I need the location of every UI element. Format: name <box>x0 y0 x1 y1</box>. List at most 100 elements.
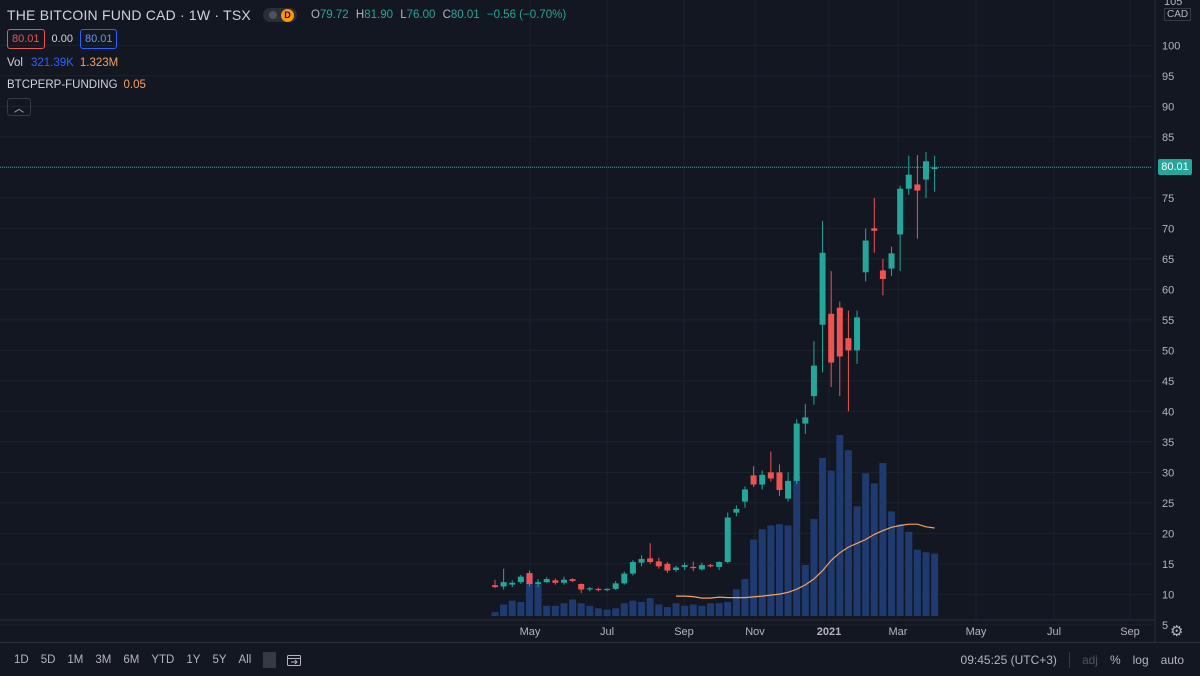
candle-body <box>923 161 929 180</box>
currency-label[interactable]: CAD <box>1164 8 1192 21</box>
adjust-toggle[interactable]: adj <box>1081 652 1098 667</box>
candle-body <box>931 167 938 170</box>
collapse-legend-button[interactable]: ︿ <box>7 98 31 116</box>
volume-bars <box>491 434 939 616</box>
volume-bar <box>672 603 680 616</box>
candle-body <box>647 558 654 563</box>
price-tick-label: 70 <box>1162 223 1174 235</box>
range-6m-button[interactable]: 6M <box>123 653 140 666</box>
ohlc-high-key: H <box>355 9 365 21</box>
volume-bar <box>655 604 663 616</box>
volume-bar <box>577 603 585 616</box>
candle-body <box>578 583 585 590</box>
volume-legend-row[interactable]: Vol 321.39K 1.323M <box>7 52 570 74</box>
last-price-label: 80.01 <box>1158 159 1192 176</box>
price-chart[interactable]: 5101520253035404550556065707580859095100… <box>0 0 1200 642</box>
price-tick-label: 75 <box>1162 193 1174 205</box>
candle-body <box>905 174 912 189</box>
volume-bar <box>724 601 732 616</box>
ask-price-box[interactable]: 80.01 <box>79 29 118 49</box>
range-5d-button[interactable]: 5D <box>40 653 56 666</box>
funding-legend-row[interactable]: BTCPERP-FUNDING 0.05 <box>7 74 570 96</box>
symbol-title[interactable]: THE BITCOIN FUND CAD · 1W · TSX <box>7 7 251 23</box>
candle-body <box>586 588 593 590</box>
price-tick-label: 15 <box>1162 559 1174 571</box>
volume-bar <box>594 608 602 616</box>
funding-label: BTCPERP-FUNDING <box>7 79 118 91</box>
ohlc-low-value: 76.00 <box>406 9 436 21</box>
time-axis[interactable]: May Jul Sep Nov 2021 Mar May Jul Sep <box>0 619 1155 638</box>
candle-body <box>664 563 671 571</box>
price-tick-label: 5 <box>1162 620 1168 632</box>
candle-body <box>560 579 567 583</box>
volume-bar <box>707 603 714 616</box>
volume-bar <box>913 549 921 616</box>
volume-bar <box>551 605 559 616</box>
price-tick-label: 40 <box>1162 406 1174 418</box>
spread-value: 0.00 <box>51 33 73 45</box>
symbol-row: THE BITCOIN FUND CAD · 1W · TSX D O79.72… <box>7 4 570 26</box>
price-tick-label: 100 <box>1162 40 1180 52</box>
candle-body <box>543 579 550 583</box>
log-scale-toggle[interactable]: log <box>1132 652 1149 667</box>
chart-legend: THE BITCOIN FUND CAD · 1W · TSX D O79.72… <box>7 4 570 118</box>
volume-bar <box>853 506 861 616</box>
candle-body <box>871 228 878 231</box>
price-axis[interactable]: 5101520253035404550556065707580859095100… <box>1154 0 1182 642</box>
volume-bar <box>603 609 611 616</box>
settings-gear-icon[interactable]: ⚙ <box>1170 623 1184 640</box>
symbol-status-pill[interactable]: D <box>262 8 297 22</box>
candle-body <box>733 508 740 513</box>
time-tick-label: Sep <box>1120 626 1140 638</box>
volume-bar <box>525 575 533 616</box>
candle-body <box>621 573 628 584</box>
bid-price-box[interactable]: 80.01 <box>7 29 45 49</box>
volume-bar <box>646 598 654 616</box>
bid-ask-row: 80.01 0.00 80.01 <box>7 26 570 52</box>
volume-bar <box>767 525 775 616</box>
volume-bar <box>612 608 620 616</box>
price-tick-label: 55 <box>1162 315 1174 327</box>
go-to-date-icon[interactable] <box>286 653 302 667</box>
candle-body <box>655 561 662 567</box>
volume-bar <box>543 605 551 616</box>
candle-body <box>854 317 861 351</box>
volume-ma-path <box>676 523 935 599</box>
range-1d-button[interactable]: 1D <box>14 653 29 666</box>
volume-bar <box>905 531 913 616</box>
price-tick-label: 90 <box>1162 101 1174 113</box>
volume-bar <box>810 519 818 616</box>
range-ytd-button[interactable]: YTD <box>151 653 175 666</box>
volume-bar <box>534 584 542 616</box>
collapse-row: ︿ <box>7 96 570 118</box>
range-1y-button[interactable]: 1Y <box>186 653 201 666</box>
range-all-button[interactable]: All <box>238 653 252 666</box>
candle-body <box>862 240 869 273</box>
time-tick-label: Jul <box>1047 626 1061 638</box>
candle-body <box>716 562 723 567</box>
price-tick-label: 35 <box>1162 437 1174 449</box>
percent-scale-toggle[interactable]: % <box>1109 652 1121 667</box>
volume-bar <box>560 603 568 616</box>
chart-grid <box>0 0 1152 626</box>
price-tick-label: 45 <box>1162 376 1174 388</box>
range-5y-button[interactable]: 5Y <box>212 653 227 666</box>
candle-body <box>690 566 697 569</box>
volume-bar <box>775 524 783 616</box>
range-3m-button[interactable]: 3M <box>95 653 112 666</box>
candle-body <box>785 480 792 499</box>
candle-body <box>819 252 826 325</box>
clock-time[interactable]: 09:45:25 (UTC+3) <box>960 652 1057 667</box>
funding-value: 0.05 <box>123 79 146 91</box>
time-tick-label: 2021 <box>817 626 841 638</box>
range-1m-button[interactable]: 1M <box>67 653 84 666</box>
auto-scale-toggle[interactable]: auto <box>1160 652 1184 667</box>
candle-body <box>595 588 602 591</box>
candle-body <box>914 184 921 191</box>
ohlc-high-value: 81.90 <box>364 9 393 21</box>
candle-body <box>741 489 748 502</box>
price-tick-label: 85 <box>1162 132 1174 144</box>
candle-body <box>500 582 507 587</box>
time-tick-label: Nov <box>745 626 765 638</box>
status-dot-icon <box>268 11 277 19</box>
